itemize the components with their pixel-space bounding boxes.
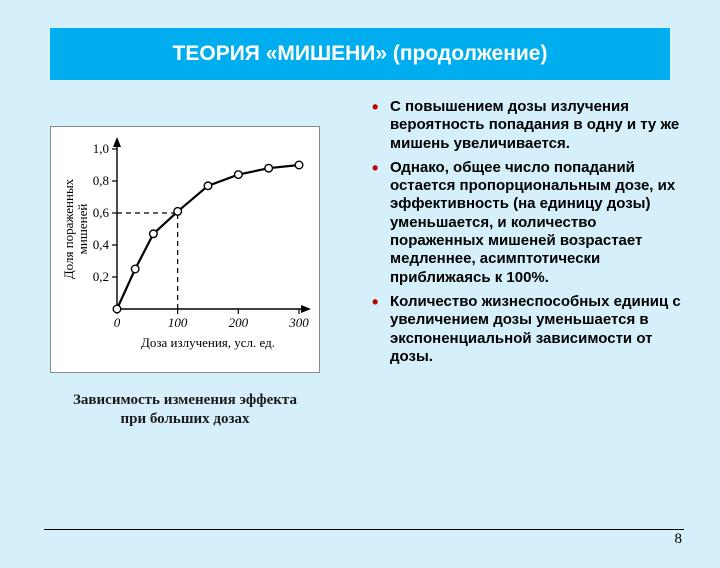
caption-line: при больших дозах <box>120 411 249 427</box>
svg-text:0: 0 <box>114 315 121 330</box>
svg-text:100: 100 <box>168 315 188 330</box>
dose-effect-chart: 0 100 200 300 0,2 0,4 0,6 0,8 1,0 Доза излучения,… <box>55 131 315 363</box>
svg-text:0,8: 0,8 <box>93 173 109 188</box>
svg-text:200: 200 <box>229 315 249 330</box>
right-column: С повышением дозы излучения вероятность … <box>350 98 700 429</box>
svg-text:1,0: 1,0 <box>93 141 109 156</box>
slide-title: ТЕОРИЯ «МИШЕНИ» (продолжение) <box>50 28 670 80</box>
svg-text:0,6: 0,6 <box>93 205 110 220</box>
chart-caption: Зависимость изменения эффекта при больши… <box>73 391 297 429</box>
caption-line: Зависимость изменения эффекта <box>73 392 297 408</box>
svg-text:0,4: 0,4 <box>93 237 110 252</box>
svg-text:мишеней: мишеней <box>75 204 90 255</box>
svg-text:300: 300 <box>288 315 309 330</box>
bullet-list: С повышением дозы излучения вероятность … <box>368 98 690 366</box>
svg-text:0,2: 0,2 <box>93 269 109 284</box>
bullet-item: Однако, общее число попаданий остается п… <box>368 159 690 287</box>
bullet-item: Количество жизнеспособных единиц с увели… <box>368 293 690 366</box>
svg-text:Доза излучения, усл. ед.: Доза излучения, усл. ед. <box>141 335 275 350</box>
svg-text:Доля пораженных: Доля пораженных <box>61 178 76 279</box>
left-column: 0 100 200 300 0,2 0,4 0,6 0,8 1,0 Доза излучения,… <box>20 98 350 429</box>
footer-rule <box>44 529 684 530</box>
bullet-item: С повышением дозы излучения вероятность … <box>368 98 690 153</box>
chart-container: 0 100 200 300 0,2 0,4 0,6 0,8 1,0 Доза излучения,… <box>50 126 320 373</box>
content-row: 0 100 200 300 0,2 0,4 0,6 0,8 1,0 Доза излучения,… <box>0 98 720 429</box>
